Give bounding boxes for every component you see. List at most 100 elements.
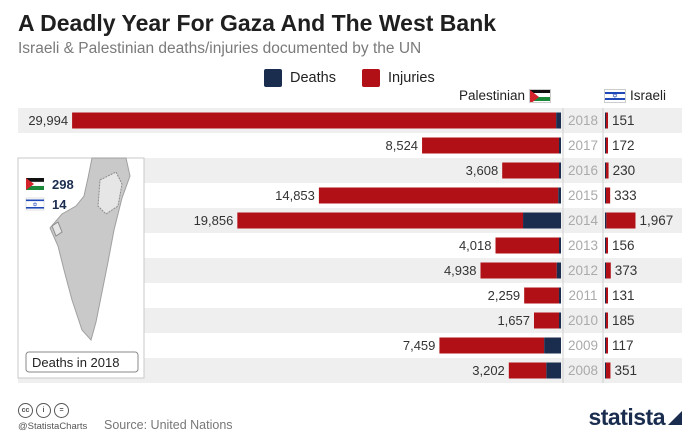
israeli-value-label: 117 — [612, 338, 634, 353]
israeli-injuries-bar — [606, 262, 611, 279]
israeli-deaths-bar — [605, 237, 606, 254]
legend-swatch-deaths — [264, 69, 282, 87]
palestine-flag-icon — [26, 178, 34, 190]
inset-israeli-deaths: 14 — [52, 197, 67, 212]
israel-flag-icon — [26, 207, 44, 209]
israel-flag-icon: ✡ — [32, 202, 37, 209]
israeli-injuries-bar — [606, 162, 609, 179]
israeli-injuries-bar — [606, 212, 636, 229]
israeli-deaths-bar — [605, 162, 606, 179]
israeli-value-label: 351 — [614, 363, 637, 378]
palestine-flag-icon — [26, 186, 44, 190]
palestinian-label: Palestinian — [459, 88, 526, 103]
palestinian-deaths-bar — [523, 212, 561, 229]
inset-caption-box — [25, 351, 139, 373]
west-bank-map-shape — [97, 171, 123, 215]
israeli-value-label: 131 — [612, 288, 635, 303]
israeli-injuries-bar — [606, 287, 608, 304]
year-label: 2012 — [568, 263, 598, 278]
year-label: 2013 — [568, 238, 598, 253]
israeli-header: ✡ Israeli — [604, 88, 666, 103]
legend-label-injuries: Injuries — [387, 70, 435, 86]
palestinian-injuries-bar — [439, 337, 545, 354]
year-label: 2017 — [568, 138, 598, 153]
palestinian-injuries-bar — [508, 362, 547, 379]
palestinian-injuries-bar — [318, 187, 559, 204]
palestinian-injuries-bar — [237, 212, 524, 229]
legend-item-injuries: Injuries — [361, 69, 435, 87]
palestinian-value-label: 4,018 — [459, 238, 492, 253]
no-derivatives-icon: = — [54, 403, 69, 418]
source-text: Source: United Nations — [104, 418, 233, 432]
israel-flag-icon: ✡ — [604, 88, 626, 103]
palestinian-injuries-bar — [422, 137, 559, 154]
palestinian-injuries-bar — [495, 237, 559, 254]
palestinian-deaths-bar — [556, 112, 561, 129]
palestinian-deaths-bar — [544, 337, 561, 354]
year-label: 2018 — [568, 113, 598, 128]
palestinian-injuries-bar — [480, 262, 557, 279]
chart-title: A Deadly Year For Gaza And The West Bank — [18, 10, 497, 36]
legend-swatch-injuries — [361, 69, 380, 87]
legend: Deaths Injuries — [264, 69, 461, 87]
legend-label-deaths: Deaths — [290, 70, 336, 86]
year-label: 2015 — [568, 188, 598, 203]
year-label: 2014 — [568, 213, 599, 228]
israeli-injuries-bar — [606, 137, 608, 154]
year-label: 2009 — [568, 338, 598, 353]
israel-flag-icon — [26, 199, 44, 202]
israeli-value-label: 156 — [612, 238, 635, 253]
palestinian-value-label: 29,994 — [28, 113, 68, 128]
israeli-value-label: 230 — [613, 163, 636, 178]
creative-commons-icon: cc — [18, 403, 33, 418]
palestinian-deaths-bar — [559, 237, 561, 254]
year-label: 2016 — [568, 163, 598, 178]
israeli-deaths-bar — [605, 362, 606, 379]
statista-logo: statista — [588, 404, 682, 431]
statista-mark-icon — [668, 411, 682, 425]
israeli-value-label: 373 — [615, 263, 638, 278]
israeli-injuries-bar — [606, 337, 608, 354]
israeli-deaths-bar — [605, 287, 606, 304]
year-label: 2010 — [568, 313, 598, 328]
israeli-deaths-bar — [605, 262, 606, 279]
palestinian-value-label: 1,657 — [497, 313, 530, 328]
palestinian-deaths-bar — [559, 312, 561, 329]
license-icons: cc i = — [18, 403, 72, 418]
israeli-value-label: 1,967 — [639, 213, 673, 228]
palestinian-injuries-bar — [524, 287, 559, 304]
israeli-injuries-bar — [606, 187, 611, 204]
israeli-value-label: 151 — [612, 113, 635, 128]
palestinian-injuries-bar — [533, 312, 559, 329]
palestinian-header: Palestinian — [459, 88, 552, 103]
palestinian-deaths-bar — [559, 137, 561, 154]
israeli-deaths-bar — [605, 187, 606, 204]
israeli-label: Israeli — [630, 88, 667, 103]
palestinian-deaths-bar — [556, 262, 561, 279]
palestine-flag-icon — [26, 178, 44, 182]
palestine-flag-icon — [529, 88, 552, 103]
palestinian-value-label: 14,853 — [275, 188, 315, 203]
israeli-value-label: 333 — [614, 188, 637, 203]
palestinian-deaths-bar — [558, 287, 561, 304]
palestinian-value-label: 4,938 — [444, 263, 477, 278]
palestinian-value-label: 7,459 — [403, 338, 436, 353]
israeli-injuries-bar — [606, 112, 608, 129]
twitter-handle: @StatistaCharts — [18, 421, 88, 432]
israeli-injuries-bar — [606, 237, 608, 254]
israeli-value-label: 185 — [612, 313, 635, 328]
attribution-icon: i — [36, 403, 51, 418]
year-label: 2011 — [568, 288, 597, 303]
palestinian-value-label: 19,856 — [194, 213, 234, 228]
brand-text: statista — [588, 404, 665, 430]
israeli-deaths-bar — [605, 212, 607, 229]
israeli-deaths-bar — [605, 112, 606, 129]
palestinian-value-label: 2,259 — [488, 288, 521, 303]
israeli-deaths-bar — [605, 337, 606, 354]
legend-item-deaths: Deaths — [264, 69, 336, 87]
chart-subtitle: Israeli & Palestinian deaths/injuries do… — [18, 40, 422, 57]
palestinian-value-label: 3,202 — [472, 363, 505, 378]
israeli-deaths-bar — [605, 137, 606, 154]
palestinian-value-label: 8,524 — [386, 138, 419, 153]
